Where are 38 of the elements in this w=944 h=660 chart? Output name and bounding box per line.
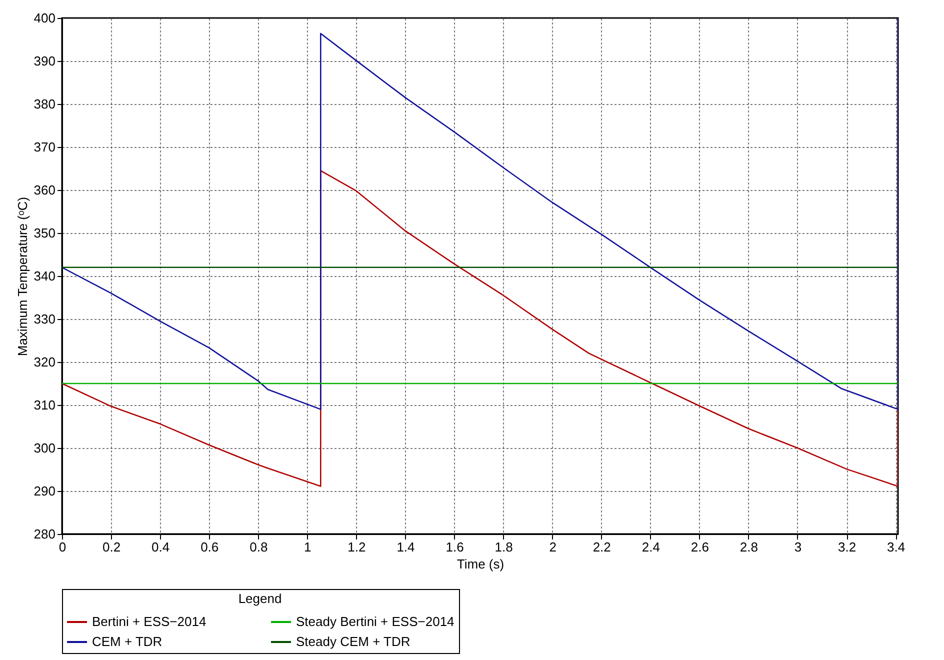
x-tick-label: 1	[304, 540, 312, 554]
legend-label: Bertini + ESS−2014	[92, 614, 206, 629]
x-tick-label: 0.8	[250, 540, 268, 554]
legend-title: Legend	[238, 591, 282, 606]
x-tick-label: 1.2	[348, 540, 366, 554]
x-tick-label: 2.8	[740, 540, 758, 554]
x-tick-label: 3	[794, 540, 802, 554]
x-tick-label: 3.4	[887, 540, 906, 554]
legend-label: Steady Bertini + ESS−2014	[296, 614, 454, 629]
x-tick-label: 2	[549, 540, 556, 554]
x-tick-label: 2.4	[642, 540, 660, 554]
x-tick-label: 3.2	[838, 540, 856, 554]
y-tick-label: 340	[34, 268, 56, 284]
y-tick-label: 310	[34, 398, 56, 412]
y-tick-label: 290	[34, 484, 56, 498]
y-tick-label: 330	[34, 312, 56, 326]
x-tick-label: 0.4	[152, 540, 170, 554]
x-tick-label: 1.4	[396, 540, 415, 554]
x-tick-label: 0.2	[102, 540, 121, 554]
y-axis-title: Maximum Temperature (ᵒC)	[14, 196, 30, 356]
x-tick-label: 2.2	[592, 540, 611, 554]
x-axis-title: Time (s)	[456, 556, 504, 572]
x-tick-label: 1.8	[494, 540, 513, 554]
y-tick-label: 280	[34, 526, 56, 542]
x-tick-label: 0.6	[200, 540, 219, 554]
y-tick-label: 370	[34, 140, 56, 154]
y-tick-label: 320	[34, 354, 56, 370]
x-tick-label: 0	[58, 540, 66, 554]
y-tick-label: 400	[34, 10, 56, 26]
x-tick-label: 2.6	[690, 540, 709, 554]
y-tick-label: 390	[34, 54, 56, 68]
y-tick-label: 380	[34, 96, 56, 112]
legend-label: CEM + TDR	[92, 634, 162, 649]
x-tick-label: 1.6	[446, 540, 464, 554]
y-tick-label: 300	[34, 440, 56, 456]
legend-label: Steady CEM + TDR	[296, 634, 410, 649]
y-tick-label: 360	[34, 182, 56, 198]
y-tick-label: 350	[34, 226, 56, 240]
